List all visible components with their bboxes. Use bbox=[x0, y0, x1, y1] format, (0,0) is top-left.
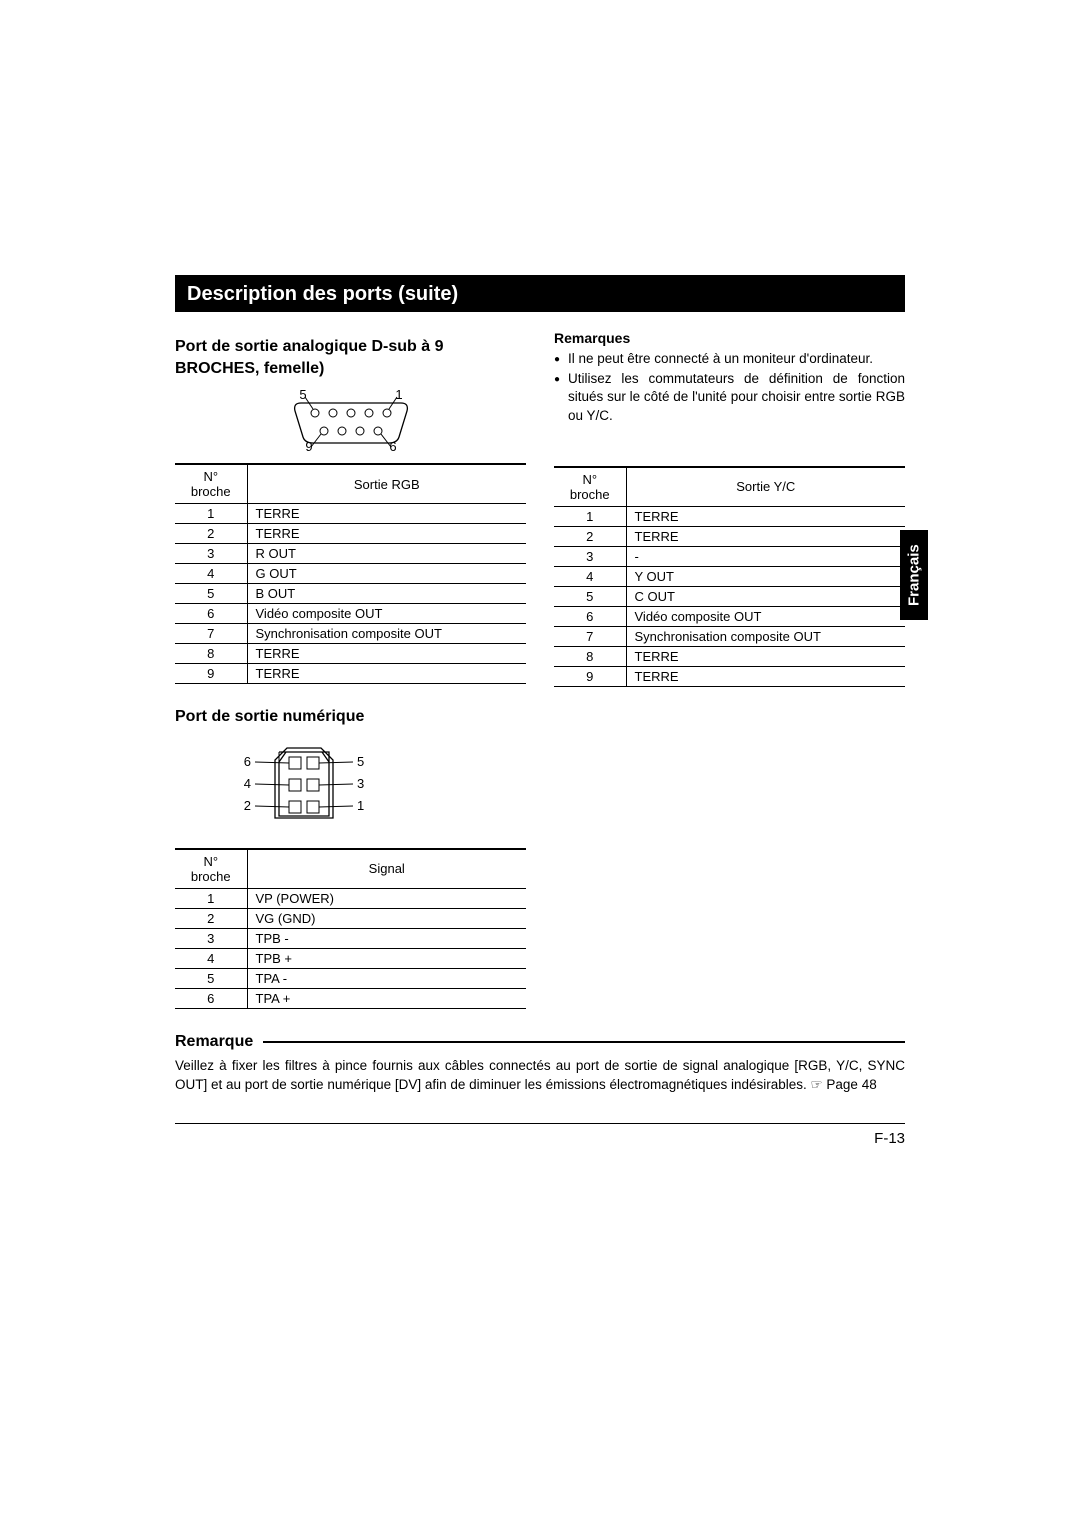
table-row: 4Y OUT bbox=[554, 566, 905, 586]
table-row: 2VG (GND) bbox=[175, 908, 526, 928]
dsub-label-5: 5 bbox=[299, 387, 306, 402]
table-row: 3R OUT bbox=[175, 544, 526, 564]
table-dig-h1: N° broche bbox=[175, 849, 247, 889]
remarque-footer-block: Remarque Veillez à fixer les filtres à p… bbox=[175, 1033, 905, 1095]
table-row: 8TERRE bbox=[175, 644, 526, 664]
table-dig-h2: Signal bbox=[247, 849, 526, 889]
table-row: 1TERRE bbox=[175, 504, 526, 524]
table-row: 5TPA - bbox=[175, 968, 526, 988]
table-row: 1VP (POWER) bbox=[175, 888, 526, 908]
page-number: F-13 bbox=[175, 1130, 905, 1147]
table-rgb-h1: N° broche bbox=[175, 464, 247, 504]
table-row: 9TERRE bbox=[175, 664, 526, 684]
table-row: 5C OUT bbox=[554, 586, 905, 606]
table-row: 4TPB + bbox=[175, 948, 526, 968]
remarque-footer-text: Veillez à fixer les filtres à pince four… bbox=[175, 1057, 905, 1095]
dsub-label-1: 1 bbox=[395, 387, 402, 402]
table-row: 9TERRE bbox=[554, 666, 905, 686]
two-column-layout: Port de sortie analogique D-sub à 9 BROC… bbox=[175, 330, 905, 1009]
table-row: 2TERRE bbox=[175, 524, 526, 544]
table-row: 8TERRE bbox=[554, 646, 905, 666]
table-yc: N° broche Sortie Y/C 1TERRE 2TERRE 3- 4Y… bbox=[554, 466, 905, 687]
table-rgb: N° broche Sortie RGB 1TERRE 2TERRE 3R OU… bbox=[175, 463, 526, 684]
remarque-divider bbox=[263, 1041, 905, 1043]
footer-rule bbox=[175, 1123, 905, 1125]
table-row: 6Vidéo composite OUT bbox=[175, 604, 526, 624]
fw-r3: 3 bbox=[357, 776, 364, 791]
table-row: 7Synchronisation composite OUT bbox=[554, 626, 905, 646]
language-side-tab: Français bbox=[900, 530, 928, 620]
firewire-diagram: 6 4 2 5 3 1 bbox=[209, 742, 399, 830]
table-digital: N° broche Signal 1VP (POWER) 2VG (GND) 3… bbox=[175, 848, 526, 1009]
section-title-bar: Description des ports (suite) bbox=[175, 275, 905, 312]
fw-r5: 5 bbox=[357, 754, 364, 769]
remarques-heading: Remarques bbox=[554, 330, 905, 346]
table-row: 2TERRE bbox=[554, 526, 905, 546]
section-title: Description des ports (suite) bbox=[187, 281, 893, 306]
table-row: 5B OUT bbox=[175, 584, 526, 604]
fw-l2: 2 bbox=[244, 798, 251, 813]
remarque-item: Il ne peut être connecté à un moniteur d… bbox=[554, 350, 905, 368]
table-yc-h2: Sortie Y/C bbox=[626, 467, 905, 507]
fw-l4: 4 bbox=[244, 776, 251, 791]
remarques-list: Il ne peut être connecté à un moniteur d… bbox=[554, 350, 905, 425]
fw-l6: 6 bbox=[244, 754, 251, 769]
table-row: 7Synchronisation composite OUT bbox=[175, 624, 526, 644]
table-row: 4G OUT bbox=[175, 564, 526, 584]
analog-port-heading: Port de sortie analogique D-sub à 9 BROC… bbox=[175, 336, 526, 379]
table-row: 3TPB - bbox=[175, 928, 526, 948]
digital-port-heading: Port de sortie numérique bbox=[175, 706, 526, 728]
table-rgb-h2: Sortie RGB bbox=[247, 464, 526, 504]
language-side-tab-label: Français bbox=[906, 544, 923, 606]
fw-r1: 1 bbox=[357, 798, 364, 813]
right-column: Remarques Il ne peut être connecté à un … bbox=[554, 330, 905, 1009]
table-row: 1TERRE bbox=[554, 506, 905, 526]
dsub9-diagram: 5 1 9 6 bbox=[261, 387, 441, 453]
table-row: 6Vidéo composite OUT bbox=[554, 606, 905, 626]
table-row: 3- bbox=[554, 546, 905, 566]
table-row: 6TPA + bbox=[175, 988, 526, 1008]
table-yc-h1: N° broche bbox=[554, 467, 626, 507]
left-column: Port de sortie analogique D-sub à 9 BROC… bbox=[175, 330, 526, 1009]
remarque-item: Utilisez les commutateurs de définition … bbox=[554, 370, 905, 425]
remarque-footer-title: Remarque bbox=[175, 1033, 253, 1051]
